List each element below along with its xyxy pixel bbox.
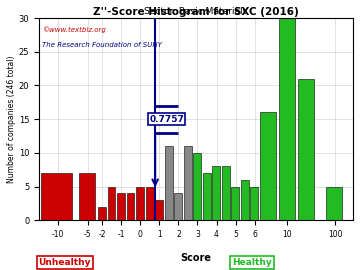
- Bar: [222, 167, 230, 220]
- Bar: [155, 200, 163, 220]
- Text: 0.7757: 0.7757: [149, 115, 184, 124]
- Bar: [136, 187, 144, 220]
- Bar: [165, 146, 172, 220]
- Bar: [298, 79, 314, 220]
- Bar: [212, 167, 220, 220]
- Bar: [231, 187, 239, 220]
- Title: Z''-Score Histogram for SXC (2016): Z''-Score Histogram for SXC (2016): [93, 7, 299, 17]
- X-axis label: Score: Score: [181, 253, 212, 263]
- Bar: [260, 113, 275, 220]
- Bar: [117, 193, 125, 220]
- Bar: [279, 18, 294, 220]
- Bar: [184, 146, 192, 220]
- Bar: [127, 193, 135, 220]
- Bar: [108, 187, 116, 220]
- Y-axis label: Number of companies (246 total): Number of companies (246 total): [7, 55, 16, 183]
- Text: Healthy: Healthy: [232, 258, 272, 267]
- Bar: [41, 173, 72, 220]
- Bar: [203, 173, 211, 220]
- Text: Unhealthy: Unhealthy: [39, 258, 91, 267]
- Bar: [250, 187, 258, 220]
- Bar: [174, 193, 182, 220]
- Text: ©www.textbiz.org: ©www.textbiz.org: [42, 26, 106, 33]
- Bar: [241, 180, 249, 220]
- Text: The Research Foundation of SUNY: The Research Foundation of SUNY: [42, 42, 162, 48]
- Bar: [327, 187, 342, 220]
- Bar: [193, 153, 201, 220]
- Text: Sector: Basic Materials: Sector: Basic Materials: [144, 7, 248, 16]
- Bar: [79, 173, 95, 220]
- Bar: [146, 187, 153, 220]
- Bar: [98, 207, 106, 220]
